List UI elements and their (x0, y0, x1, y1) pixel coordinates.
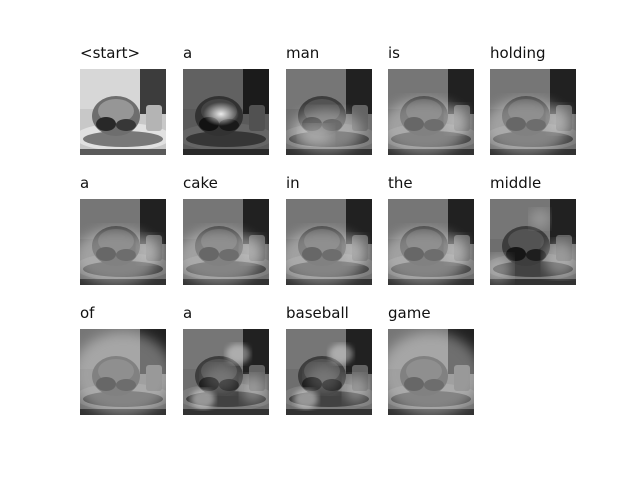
caption-word: a (183, 44, 193, 62)
attention-map-image (183, 329, 269, 415)
caption-word: a (80, 174, 90, 192)
attention-map-image (80, 329, 166, 415)
caption-word: game (388, 304, 431, 322)
caption-word: a (183, 304, 193, 322)
caption-word: of (80, 304, 95, 322)
attention-map-image (80, 69, 166, 155)
attention-map-image (286, 69, 372, 155)
caption-word: baseball (286, 304, 349, 322)
attention-map-image (80, 199, 166, 285)
caption-word: is (388, 44, 400, 62)
attention-map-image (388, 199, 474, 285)
caption-word: the (388, 174, 413, 192)
caption-word: man (286, 44, 320, 62)
attention-map-image (490, 69, 576, 155)
caption-word: holding (490, 44, 546, 62)
attention-map-image (388, 329, 474, 415)
attention-map-image (286, 329, 372, 415)
attention-map-image (490, 199, 576, 285)
attention-map-image (286, 199, 372, 285)
caption-word: cake (183, 174, 218, 192)
caption-word: <start> (80, 44, 141, 62)
caption-word: in (286, 174, 300, 192)
attention-map-image (183, 69, 269, 155)
attention-map-image (183, 199, 269, 285)
caption-word: middle (490, 174, 542, 192)
attention-map-image (388, 69, 474, 155)
